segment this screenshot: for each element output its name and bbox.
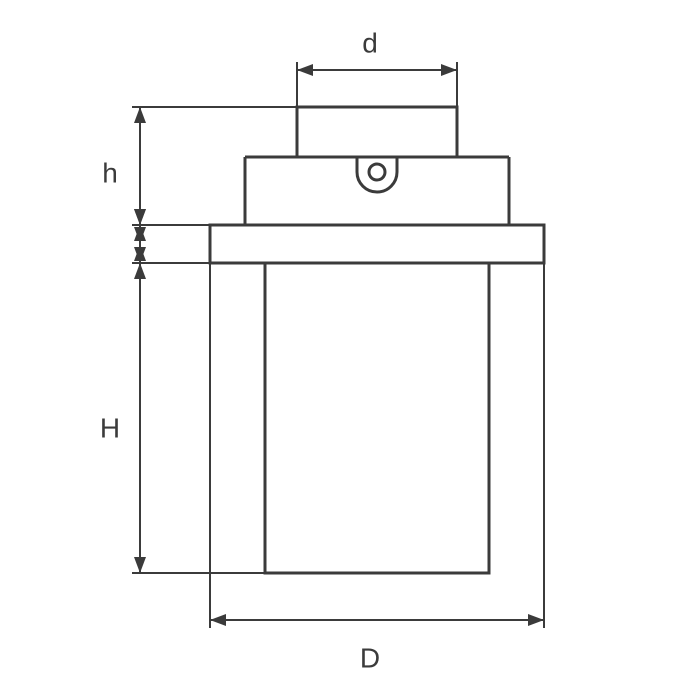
part-flange [210, 225, 544, 263]
d: d [362, 27, 378, 58]
H: H [100, 412, 120, 443]
dimension-diagram: d Dh H [0, 0, 690, 690]
part-tab-hole [369, 164, 385, 180]
D: D [360, 642, 380, 673]
part-tab [357, 172, 397, 192]
h: h [102, 157, 118, 188]
part-body [265, 263, 489, 573]
part-top-cap [297, 107, 457, 157]
